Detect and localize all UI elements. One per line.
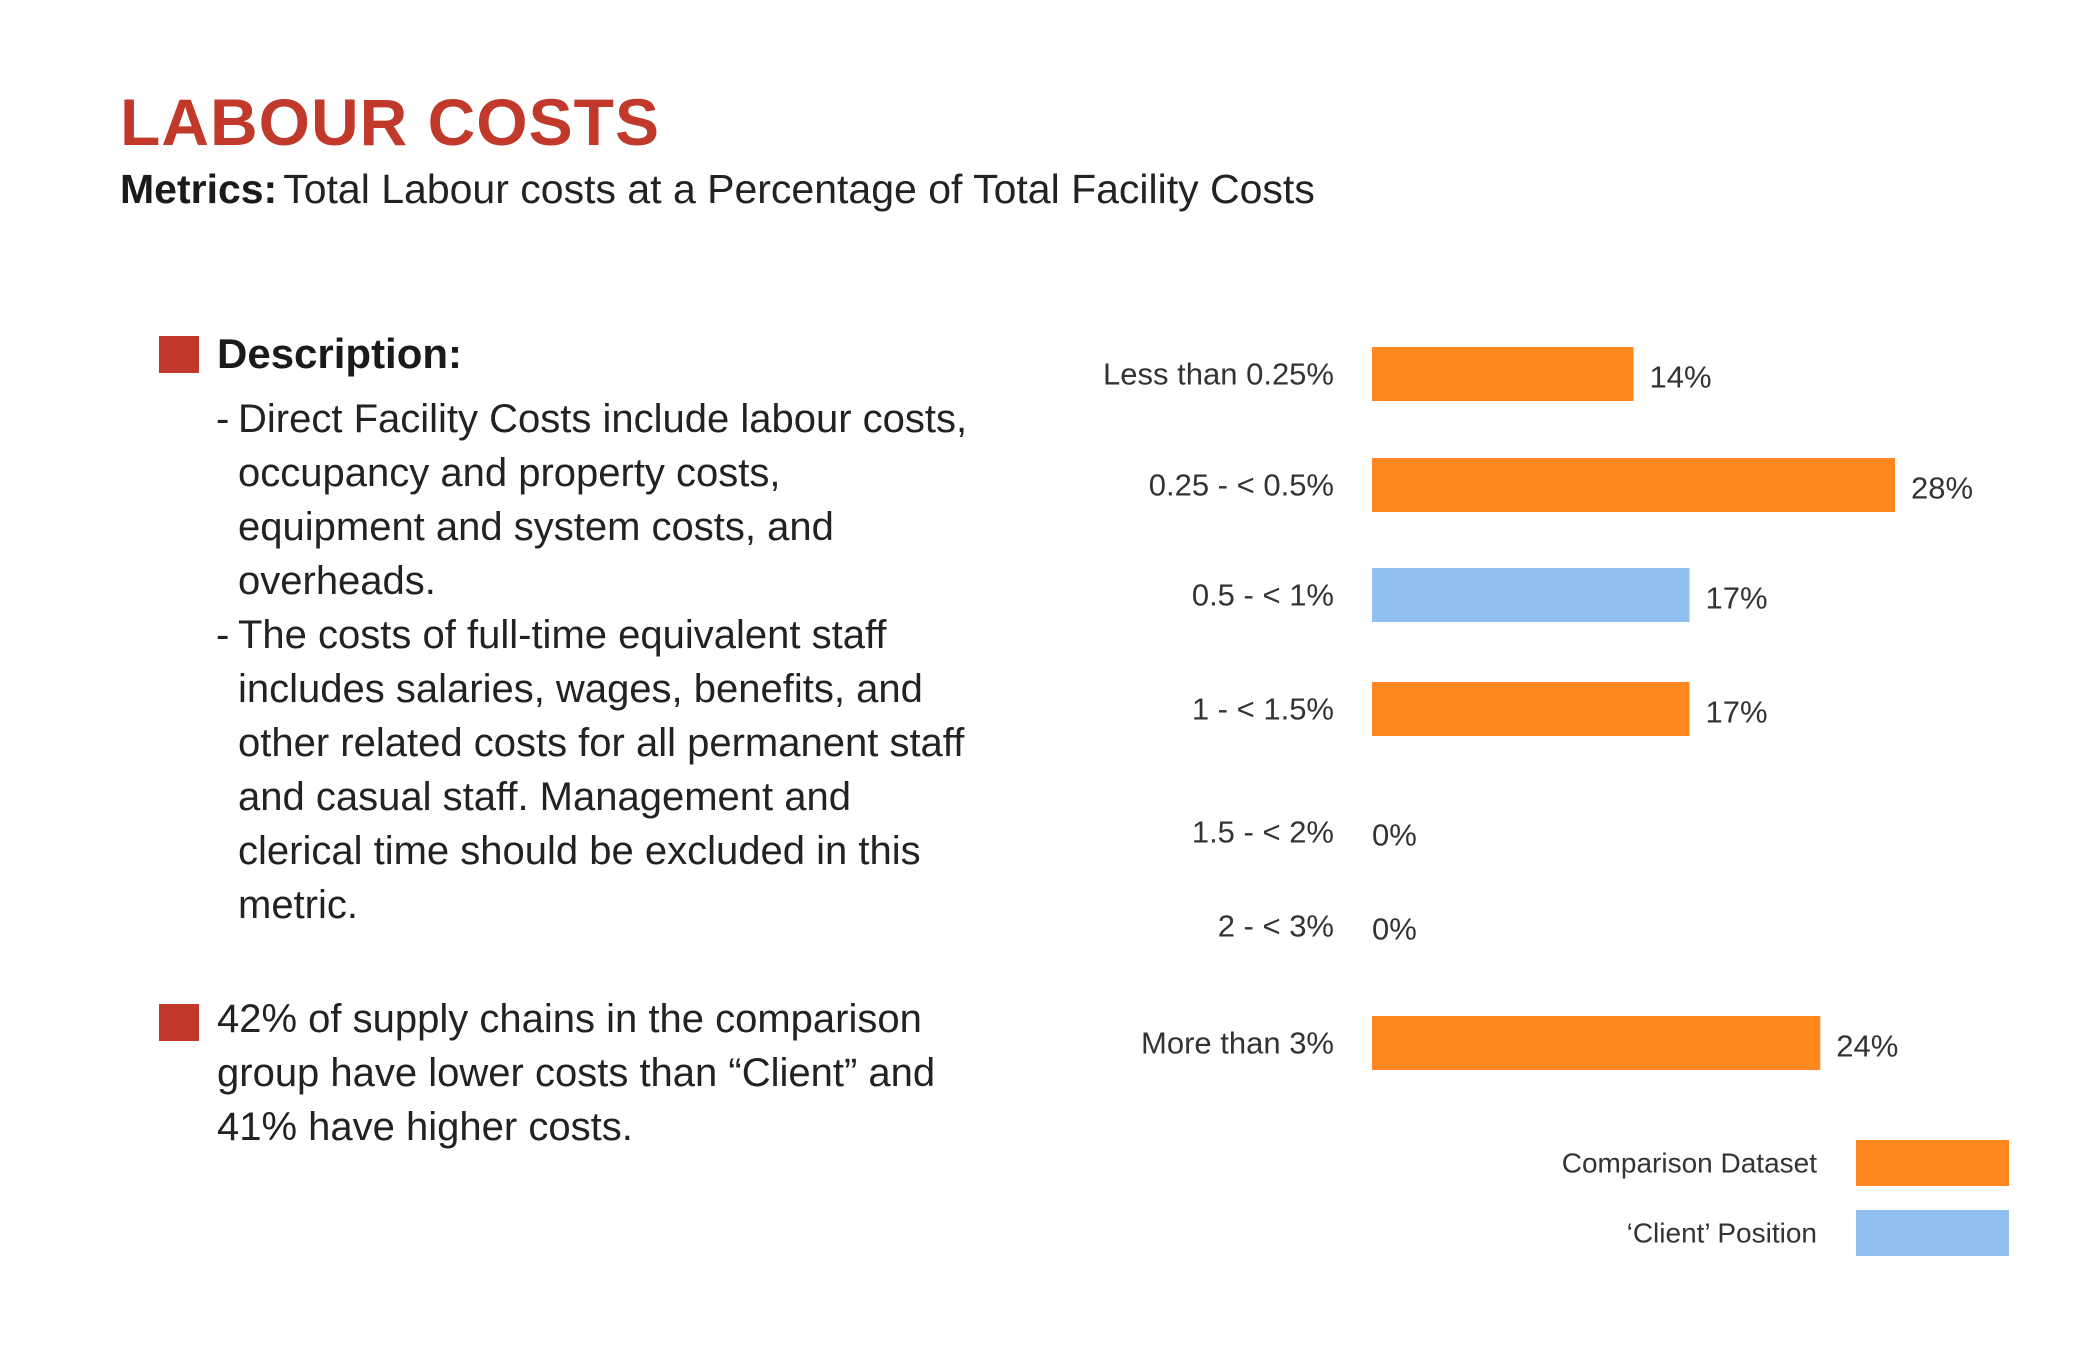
legend-label: ‘Client’ Position xyxy=(1627,1218,1817,1249)
data-label: 24% xyxy=(1836,1029,1898,1064)
category-label: 2 - < 3% xyxy=(1218,909,1334,944)
data-label: 28% xyxy=(1911,471,1973,506)
bar xyxy=(1372,1016,1821,1070)
metrics-text: Total Labour costs at a Percentage of To… xyxy=(283,166,1315,212)
bar xyxy=(1372,568,1690,622)
metrics-line: Metrics: Total Labour costs at a Percenta… xyxy=(120,166,1315,213)
page-title: LABOUR COSTS xyxy=(120,85,660,159)
category-label: 1 - < 1.5% xyxy=(1192,692,1334,727)
category-label: 0.25 - < 0.5% xyxy=(1149,468,1334,503)
data-label: 0% xyxy=(1372,912,1417,947)
data-label: 17% xyxy=(1706,695,1768,730)
bullet-square-icon xyxy=(159,335,199,373)
data-label: 0% xyxy=(1372,818,1417,853)
data-label: 14% xyxy=(1650,360,1712,395)
legend-label: Comparison Dataset xyxy=(1562,1148,1817,1179)
description-list: Direct Facility Costs include labour cos… xyxy=(216,392,976,932)
bar xyxy=(1372,682,1690,736)
category-label: More than 3% xyxy=(1141,1026,1334,1061)
bar xyxy=(1372,347,1634,401)
legend-swatch xyxy=(1856,1210,2009,1256)
description-item: Direct Facility Costs include labour cos… xyxy=(216,392,976,608)
category-label: 1.5 - < 2% xyxy=(1192,815,1334,850)
summary-row: 42% of supply chains in the comparison g… xyxy=(159,992,1017,1154)
metrics-label: Metrics: xyxy=(120,166,278,212)
summary-text: 42% of supply chains in the comparison g… xyxy=(217,997,936,1149)
description-item: The costs of full-time equivalent staff … xyxy=(216,608,976,932)
bullet-square-icon xyxy=(159,1004,199,1041)
legend-swatch xyxy=(1856,1140,2009,1186)
category-label: 0.5 - < 1% xyxy=(1192,578,1334,613)
description-heading: Description: xyxy=(217,330,463,377)
bar xyxy=(1372,458,1895,512)
description-heading-row: Description: xyxy=(159,330,462,378)
category-label: Less than 0.25% xyxy=(1103,357,1334,392)
data-label: 17% xyxy=(1706,581,1768,616)
